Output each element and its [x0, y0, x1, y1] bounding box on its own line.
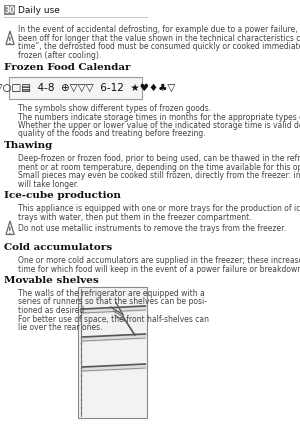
Text: !: !	[8, 227, 12, 236]
Text: Daily use: Daily use	[18, 6, 60, 14]
Text: The symbols show different types of frozen goods.: The symbols show different types of froz…	[18, 104, 211, 113]
FancyBboxPatch shape	[4, 5, 15, 15]
Text: Cold accumulators: Cold accumulators	[4, 243, 112, 252]
Text: Movable shelves: Movable shelves	[4, 276, 99, 285]
Text: frozen (after cooling).: frozen (after cooling).	[18, 51, 101, 60]
Text: tioned as desired.: tioned as desired.	[18, 306, 87, 315]
Text: One or more cold accumulators are supplied in the freezer; these increase the le: One or more cold accumulators are suppli…	[18, 256, 300, 265]
Text: time for which food will keep in the event of a power failure or breakdown.: time for which food will keep in the eve…	[18, 264, 300, 274]
Text: Whether the upper or lower value of the indicated storage time is valid depends : Whether the upper or lower value of the …	[18, 121, 300, 130]
Text: 2-4  ▽○□▤  4-8  ⊕▽▽▽  6-12  ★♥♦♣▽: 2-4 ▽○□▤ 4-8 ⊕▽▽▽ 6-12 ★♥♦♣▽	[0, 83, 175, 93]
Text: trays with water, then put them in the freezer compartment.: trays with water, then put them in the f…	[18, 212, 252, 221]
Text: The walls of the refrigerator are equipped with a: The walls of the refrigerator are equipp…	[18, 289, 205, 298]
Text: been off for longer that the value shown in the technical characteristics chart : been off for longer that the value shown…	[18, 34, 300, 43]
Text: Do not use metallic instruments to remove the trays from the freezer.: Do not use metallic instruments to remov…	[18, 224, 286, 233]
Text: ment or at room temperature, depending on the time available for this operation.: ment or at room temperature, depending o…	[18, 162, 300, 172]
Text: Frozen Food Calendar: Frozen Food Calendar	[4, 63, 130, 72]
FancyBboxPatch shape	[9, 77, 142, 99]
Text: For better use of space, the front half-shelves can: For better use of space, the front half-…	[18, 314, 209, 323]
Text: will take longer.: will take longer.	[18, 179, 79, 189]
Text: Deep-frozen or frozen food, prior to being used, can be thawed in the refrigerat: Deep-frozen or frozen food, prior to bei…	[18, 154, 300, 163]
Text: Thawing: Thawing	[4, 141, 53, 150]
FancyBboxPatch shape	[78, 287, 147, 418]
Text: quality of the foods and treating before freezing.: quality of the foods and treating before…	[18, 130, 206, 139]
Text: Small pieces may even be cooked still frozen, directly from the freezer: in this: Small pieces may even be cooked still fr…	[18, 171, 300, 180]
Text: time”, the defrosted food must be consumed quickly or cooked immediately and the: time”, the defrosted food must be consum…	[18, 42, 300, 51]
Text: lie over the rear ones.: lie over the rear ones.	[18, 323, 103, 332]
Text: series of runners so that the shelves can be posi-: series of runners so that the shelves ca…	[18, 298, 207, 306]
Text: The numbers indicate storage times in months for the appropriate types of frozen: The numbers indicate storage times in mo…	[18, 113, 300, 122]
Text: Ice-cube production: Ice-cube production	[4, 191, 121, 200]
Text: In the event of accidental defrosting, for example due to a power failure, if th: In the event of accidental defrosting, f…	[18, 25, 300, 34]
Text: 30: 30	[4, 6, 15, 14]
Text: This appliance is equipped with one or more trays for the production of ice-cube: This appliance is equipped with one or m…	[18, 204, 300, 213]
Text: !: !	[8, 37, 12, 46]
